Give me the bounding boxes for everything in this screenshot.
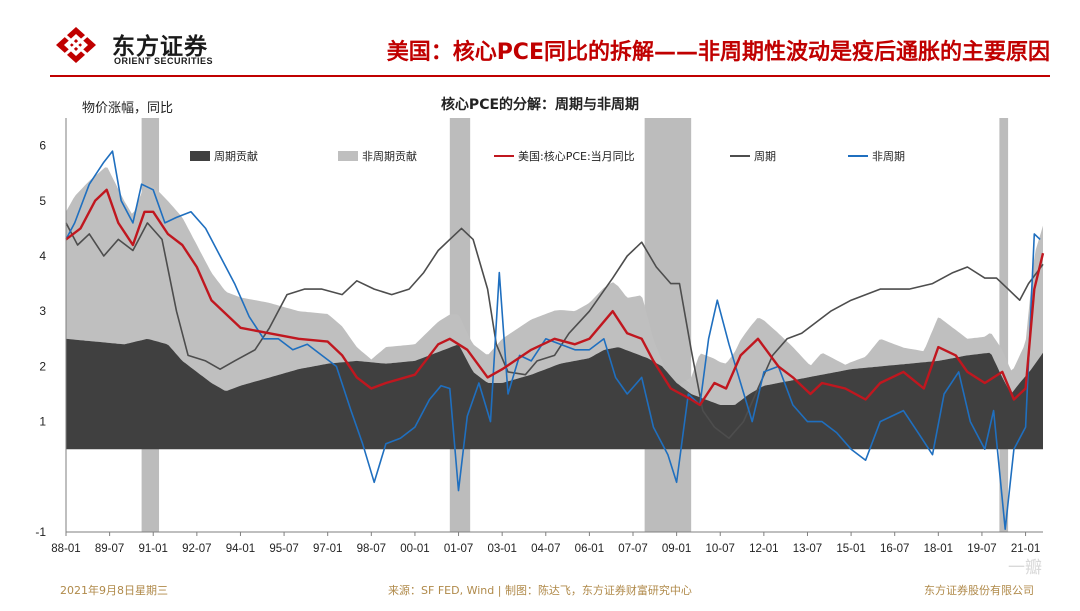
x-tick-label: 06-01 bbox=[575, 543, 604, 555]
legend-swatch bbox=[190, 151, 210, 161]
legend-label: 非周期 bbox=[872, 150, 905, 163]
footer-source: 来源：SF FED, Wind | 制图：陈达飞，东方证券财富研究中心 bbox=[388, 584, 692, 597]
y-tick-label: 6 bbox=[39, 139, 46, 153]
y-tick-label: 3 bbox=[39, 304, 46, 318]
y-tick-label: 1 bbox=[39, 415, 46, 429]
y-tick-label: -1 bbox=[35, 525, 46, 539]
legend-item-acyclical-contribution: 非周期贡献 bbox=[338, 149, 417, 163]
legend-item-cyclical: 周期 bbox=[730, 150, 776, 163]
x-tick-label: 92-07 bbox=[182, 543, 211, 555]
core-pce-line bbox=[65, 188, 1045, 407]
cyclical-contribution-area bbox=[66, 338, 1043, 450]
legend-item-acyclical: 非周期 bbox=[848, 150, 905, 163]
x-tick-label: 91-01 bbox=[139, 543, 168, 555]
series-lines bbox=[65, 150, 1045, 530]
x-tick-label: 19-07 bbox=[967, 543, 996, 555]
x-tick-label: 04-07 bbox=[531, 543, 560, 555]
chart-title: 核心PCE的分解：周期与非周期 bbox=[440, 97, 640, 113]
diamond-logo-icon bbox=[56, 27, 96, 63]
footer-company: 东方证券股份有限公司 bbox=[924, 584, 1034, 597]
x-tick-label: 98-07 bbox=[357, 543, 386, 555]
company-name-en: ORIENT SECURITIES bbox=[114, 56, 214, 66]
x-tick-label: 12-01 bbox=[749, 543, 778, 555]
slide-headline: 美国：核心PCE同比的拆解——非周期性波动是疫后通胀的主要原因 bbox=[386, 40, 1050, 65]
x-tick-label: 16-07 bbox=[880, 543, 909, 555]
legend-label: 周期贡献 bbox=[214, 149, 258, 163]
legend-item-cyclical-contribution: 周期贡献 bbox=[190, 149, 258, 163]
y-tick-label: 5 bbox=[39, 194, 46, 208]
chart-legend: 周期贡献 非周期贡献 美国:核心PCE:当月同比 周期 非周期 bbox=[190, 149, 905, 163]
x-tick-label: 03-01 bbox=[487, 543, 516, 555]
legend-label: 周期 bbox=[754, 150, 776, 163]
x-tick-label: 89-07 bbox=[95, 543, 124, 555]
company-logo: 东方证券 ORIENT SECURITIES bbox=[54, 25, 254, 71]
recession-band bbox=[999, 118, 1009, 532]
watermark-text: 一瓣 bbox=[1008, 558, 1042, 578]
x-tick-label: 10-07 bbox=[706, 543, 735, 555]
x-tick-label: 15-01 bbox=[836, 543, 865, 555]
acyclical-line bbox=[65, 150, 1041, 530]
legend-swatch bbox=[338, 151, 358, 161]
y-axis-label: 物价涨幅，同比 bbox=[82, 101, 174, 116]
x-tick-label: 07-07 bbox=[618, 543, 647, 555]
x-tick-label: 09-01 bbox=[662, 543, 691, 555]
legend-item-core-pce: 美国:核心PCE:当月同比 bbox=[494, 149, 635, 163]
x-tick-label: 21-01 bbox=[1011, 543, 1040, 555]
x-tick-label: 94-01 bbox=[226, 543, 255, 555]
x-tick-label: 00-01 bbox=[400, 543, 429, 555]
x-tick-label: 13-07 bbox=[793, 543, 822, 555]
chart-axes: -1 1 2 3 4 5 6 88-01 89-07 91-01 92-07 94-01 95-07 97… bbox=[35, 118, 1043, 555]
headline-divider bbox=[50, 75, 1050, 77]
x-tick-label: 88-01 bbox=[51, 543, 80, 555]
y-tick-label: 4 bbox=[39, 249, 46, 263]
x-tick-label: 95-07 bbox=[269, 543, 298, 555]
cyclical-line bbox=[65, 222, 1044, 439]
legend-label: 美国:核心PCE:当月同比 bbox=[518, 149, 635, 163]
x-tick-label: 18-01 bbox=[924, 543, 953, 555]
x-tick-label: 01-07 bbox=[444, 543, 473, 555]
contribution-areas bbox=[66, 167, 1043, 450]
x-tick-label: 97-01 bbox=[313, 543, 342, 555]
footer-date: 2021年9月8日星期三 bbox=[60, 584, 168, 597]
legend-label: 非周期贡献 bbox=[362, 149, 417, 163]
recession-band bbox=[644, 118, 692, 532]
y-tick-label: 2 bbox=[39, 359, 46, 373]
company-name-cn: 东方证券 bbox=[112, 34, 208, 60]
